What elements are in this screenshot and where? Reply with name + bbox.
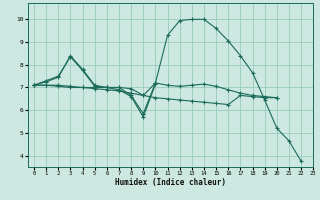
X-axis label: Humidex (Indice chaleur): Humidex (Indice chaleur) [115, 178, 226, 187]
